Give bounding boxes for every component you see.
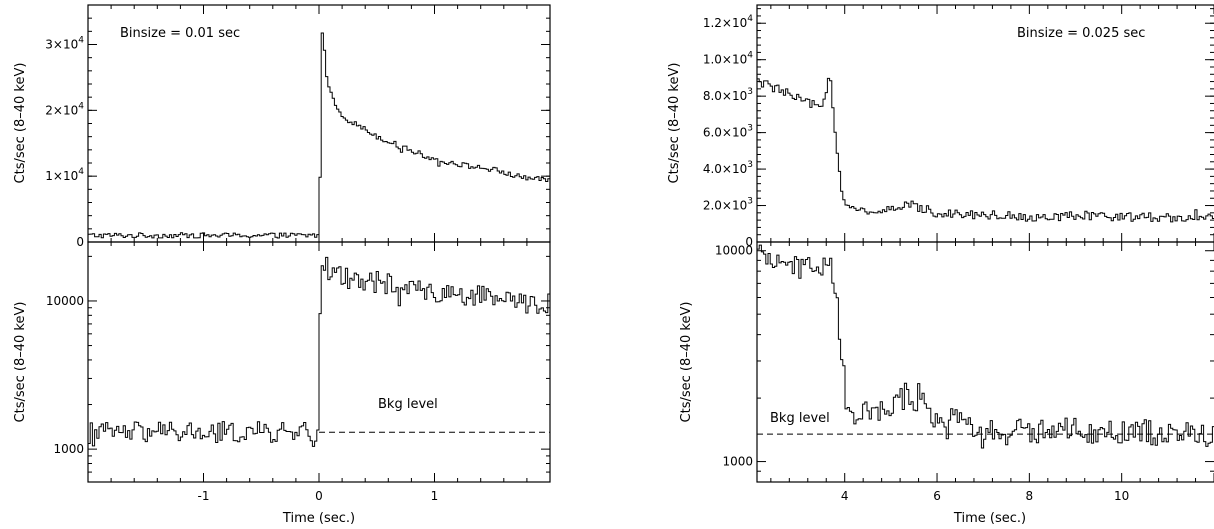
panel-right-bottom: 1000 10000 4 6 8 10 Bkg level Cts/sec (8–40 …: [679, 241, 1214, 526]
y-tick-label: 10000: [715, 244, 753, 258]
x-axis-ticks: 4 6 8 10: [770, 242, 1214, 503]
panel-right-top: 0 2.0×103 4.0×103 6.0×103 8.0×103 1.0×104 1.2×…: [667, 4, 1214, 249]
y-tick-label: 2.0×103: [703, 197, 753, 213]
panel-left-top: 0 1×104 2×104 3×104 Binsize = 0.01 sec Cts/…: [13, 4, 551, 249]
y-tick-label: 8.0×103: [703, 87, 753, 103]
x-tick-label: 1: [431, 489, 439, 503]
x-tick-label: 10: [1114, 489, 1129, 503]
x-tick-label: 8: [1026, 489, 1034, 503]
panel-left-bottom: 1000 10000 -1 0 1 Bkg level Cts/sec (8–40 k…: [13, 241, 551, 526]
x-axis-label: Time (sec.): [282, 511, 355, 526]
y-tick-label: 1.0×104: [703, 51, 753, 67]
y-tick-label: 6.0×103: [703, 124, 753, 140]
plot-frame: [756, 241, 1214, 483]
y-tick-label: 0: [745, 235, 753, 249]
light-curve: [757, 77, 1214, 223]
y-axis-label: Cts/sec (8–40 keV): [13, 63, 28, 184]
binsize-annotation: Binsize = 0.025 sec: [1017, 26, 1145, 41]
x-tick-label: 6: [933, 489, 941, 503]
y-axis-ticks: 1000 10000: [46, 255, 550, 483]
plot-frame: [756, 4, 1214, 243]
y-axis-label: Cts/sec (8–40 keV): [667, 63, 682, 184]
x-axis-ticks: -1 0 1: [87, 242, 551, 503]
y-tick-label: 0: [76, 235, 84, 249]
y-axis-label: Cts/sec (8–40 keV): [13, 302, 28, 423]
y-tick-label: 10000: [46, 294, 84, 308]
x-tick-label: 0: [315, 489, 323, 503]
x-axis-ticks: [770, 5, 1214, 242]
y-tick-label: 4.0×103: [703, 160, 753, 176]
y-tick-label: 1×104: [45, 167, 84, 183]
y-axis-ticks: 1000 10000: [715, 244, 1214, 483]
background-level-label: Bkg level: [378, 397, 438, 412]
light-curve: [88, 32, 551, 239]
light-curve: [757, 244, 1214, 449]
background-level-label: Bkg level: [770, 411, 830, 426]
y-tick-label: 1000: [722, 455, 753, 469]
y-tick-label: 1.2×104: [703, 14, 753, 30]
x-tick-label: -1: [198, 489, 210, 503]
x-tick-label: 4: [841, 489, 849, 503]
light-curve: [88, 256, 551, 447]
x-axis-label: Time (sec.): [953, 511, 1026, 526]
y-axis-ticks: 0 2.0×103 4.0×103 6.0×103 8.0×103 1.0×104 1.2×…: [703, 8, 1214, 249]
binsize-annotation: Binsize = 0.01 sec: [120, 26, 240, 41]
y-tick-label: 3×104: [45, 36, 84, 52]
y-axis-label: Cts/sec (8–40 keV): [679, 302, 694, 423]
y-axis-ticks: 0 1×104 2×104 3×104: [45, 4, 550, 249]
y-tick-label: 1000: [53, 442, 84, 456]
y-tick-label: 2×104: [45, 101, 84, 117]
